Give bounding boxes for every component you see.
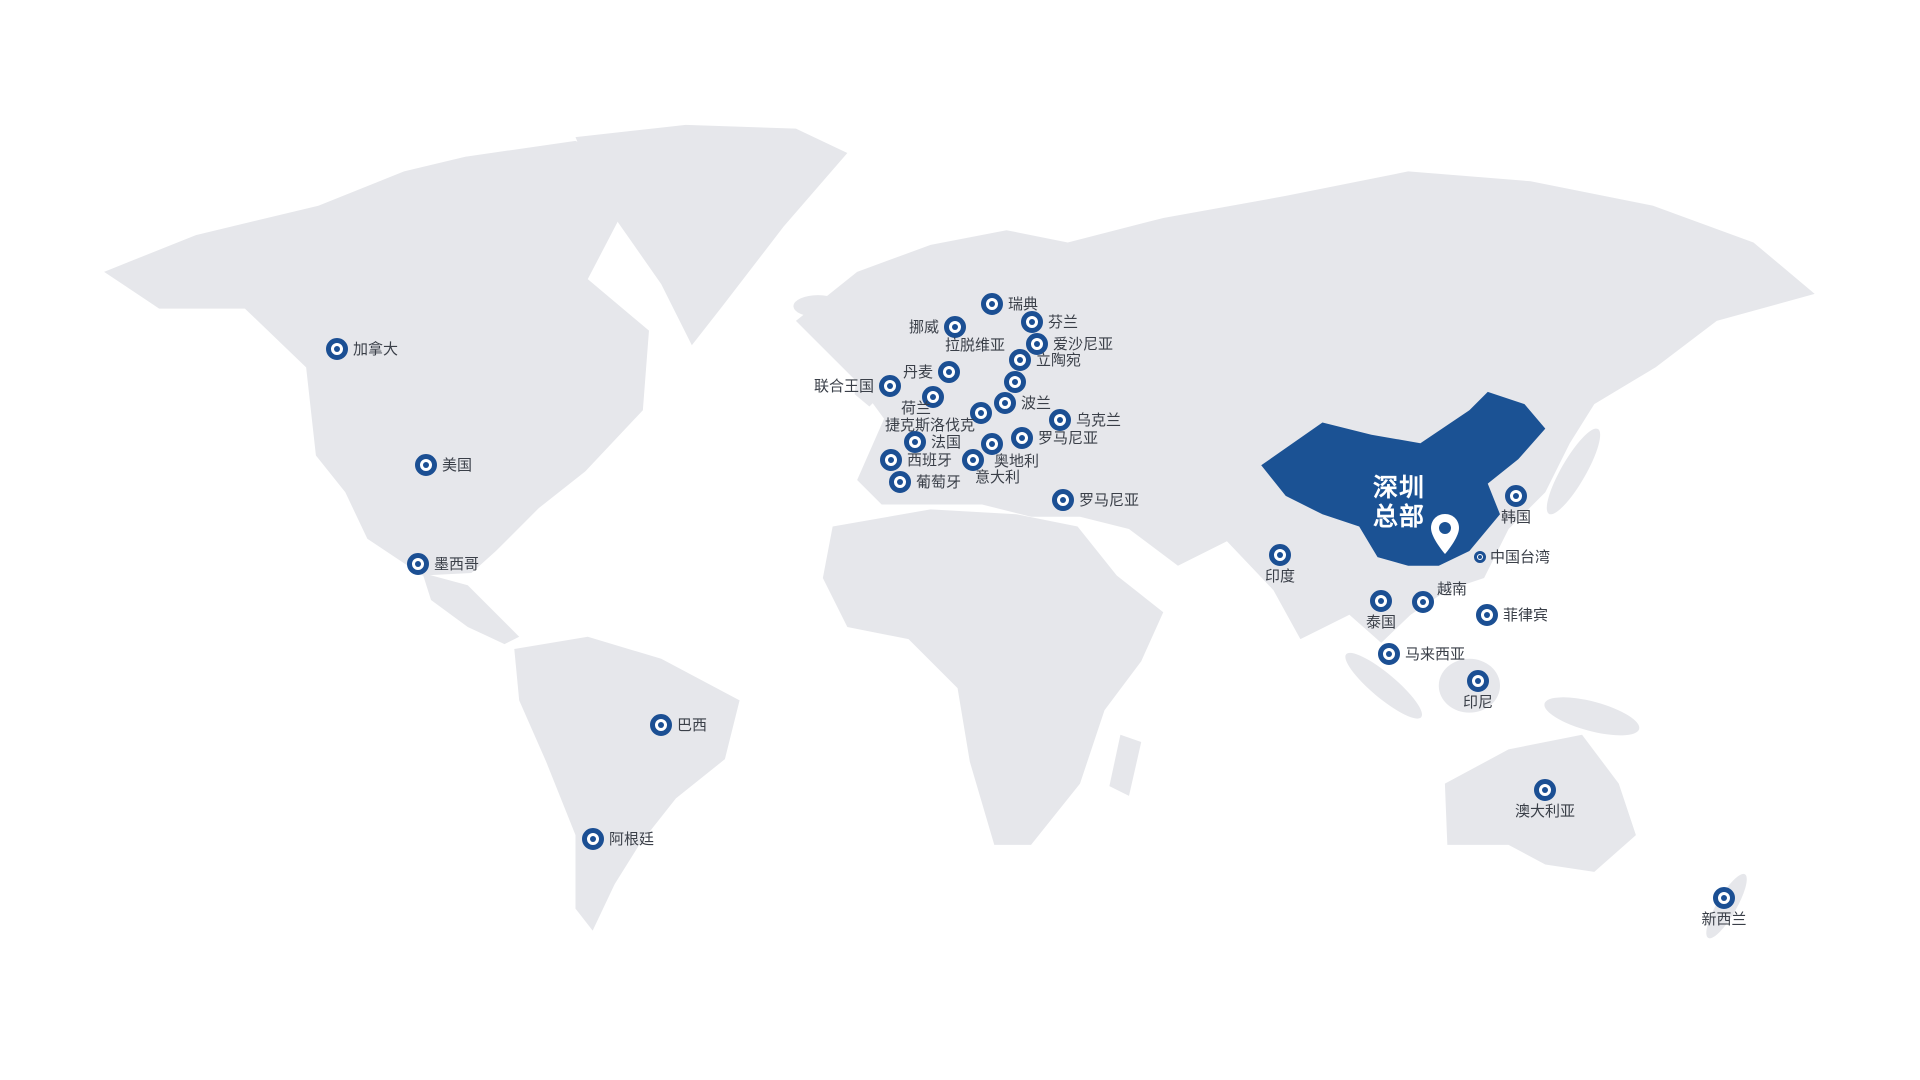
location-label: 挪威 <box>909 318 940 336</box>
location-label: 丹麦 <box>903 363 934 381</box>
madagascar <box>1109 734 1142 796</box>
location-label: 西班牙 <box>907 451 953 469</box>
location-marker-icon[interactable] <box>1713 887 1735 909</box>
location-marker-icon[interactable] <box>1467 670 1489 692</box>
location-marker-icon[interactable] <box>1011 427 1033 449</box>
location-marker-icon[interactable] <box>1026 333 1048 355</box>
location-marker-icon[interactable] <box>962 449 984 471</box>
location-marker-icon[interactable] <box>1534 779 1556 801</box>
location-label: 奥地利 <box>994 452 1040 470</box>
location-label: 葡萄牙 <box>916 473 962 491</box>
location-marker-icon[interactable] <box>994 392 1016 414</box>
africa <box>822 509 1164 845</box>
location-marker-icon[interactable] <box>938 361 960 383</box>
location-marker-icon[interactable] <box>326 338 348 360</box>
north-america <box>104 140 649 576</box>
australia <box>1444 734 1636 872</box>
location-marker-icon[interactable] <box>981 433 1003 455</box>
location-label: 泰国 <box>1366 613 1397 631</box>
location-label: 拉脱维亚 <box>945 336 1006 354</box>
hq-label-line2: 总部 <box>1373 502 1426 531</box>
location-label: 立陶宛 <box>1036 351 1082 369</box>
location-label: 罗马尼亚 <box>1079 491 1140 509</box>
location-label: 澳大利亚 <box>1515 802 1576 820</box>
location-label: 中国台湾 <box>1490 548 1551 566</box>
greenland <box>575 124 848 346</box>
japan <box>1546 428 1601 515</box>
location-marker-icon[interactable] <box>582 828 604 850</box>
location-marker-icon[interactable] <box>1021 311 1043 333</box>
sumatra <box>1345 652 1423 719</box>
location-label: 乌克兰 <box>1076 411 1122 429</box>
map-pin-icon[interactable] <box>1429 512 1461 556</box>
iceland <box>793 295 843 318</box>
location-marker-icon[interactable] <box>880 449 902 471</box>
location-marker-icon[interactable] <box>944 316 966 338</box>
location-marker-icon[interactable] <box>1049 409 1071 431</box>
location-label: 联合王国 <box>814 377 875 395</box>
location-marker-icon[interactable] <box>970 402 992 424</box>
location-label: 阿根廷 <box>609 830 655 848</box>
location-marker-icon[interactable] <box>889 471 911 493</box>
location-label: 捷克斯洛伐克 <box>885 416 976 434</box>
location-marker-icon[interactable] <box>1009 349 1031 371</box>
location-marker-icon[interactable] <box>922 386 944 408</box>
continents <box>104 124 1815 939</box>
location-label: 印尼 <box>1463 693 1494 711</box>
location-label: 罗马尼亚 <box>1038 429 1099 447</box>
location-label: 加拿大 <box>353 340 399 358</box>
location-label: 新西兰 <box>1701 910 1747 928</box>
location-marker-icon[interactable] <box>650 714 672 736</box>
south-america <box>514 636 740 931</box>
location-label: 墨西哥 <box>434 555 480 573</box>
eurasia <box>795 171 1815 643</box>
location-marker-icon[interactable] <box>1378 643 1400 665</box>
location-label: 爱沙尼亚 <box>1053 335 1114 353</box>
central-america <box>422 573 520 645</box>
new-guinea <box>1544 697 1640 736</box>
location-marker-icon[interactable] <box>415 454 437 476</box>
uk <box>854 355 885 407</box>
location-label: 芬兰 <box>1048 313 1079 331</box>
location-label: 意大利 <box>975 468 1021 486</box>
location-marker-icon[interactable] <box>904 431 926 453</box>
location-marker-icon[interactable] <box>981 293 1003 315</box>
location-marker-icon[interactable] <box>1052 489 1074 511</box>
location-marker-icon[interactable] <box>1476 604 1498 626</box>
china <box>1261 391 1546 566</box>
location-marker-icon[interactable] <box>1370 590 1392 612</box>
location-label: 荷兰 <box>901 399 932 417</box>
location-marker-icon[interactable] <box>1505 485 1527 507</box>
location-label: 马来西亚 <box>1405 645 1466 663</box>
location-label: 瑞典 <box>1008 295 1039 313</box>
location-label: 印度 <box>1265 567 1296 585</box>
location-label: 菲律宾 <box>1503 606 1549 624</box>
location-label: 巴西 <box>677 716 708 734</box>
location-label: 美国 <box>442 456 473 474</box>
location-marker-icon[interactable] <box>1269 544 1291 566</box>
location-marker-icon[interactable] <box>1412 591 1434 613</box>
location-marker-icon[interactable] <box>1474 551 1486 563</box>
location-marker-icon[interactable] <box>407 553 429 575</box>
location-label: 韩国 <box>1501 508 1532 526</box>
location-label: 波兰 <box>1021 394 1052 412</box>
location-label: 越南 <box>1437 580 1468 598</box>
location-label: 法国 <box>931 433 962 451</box>
hq-label: 深圳 总部 <box>1373 473 1425 531</box>
location-marker-icon[interactable] <box>1004 371 1026 393</box>
hq-label-line1: 深圳 <box>1373 473 1426 502</box>
location-marker-icon[interactable] <box>879 375 901 397</box>
